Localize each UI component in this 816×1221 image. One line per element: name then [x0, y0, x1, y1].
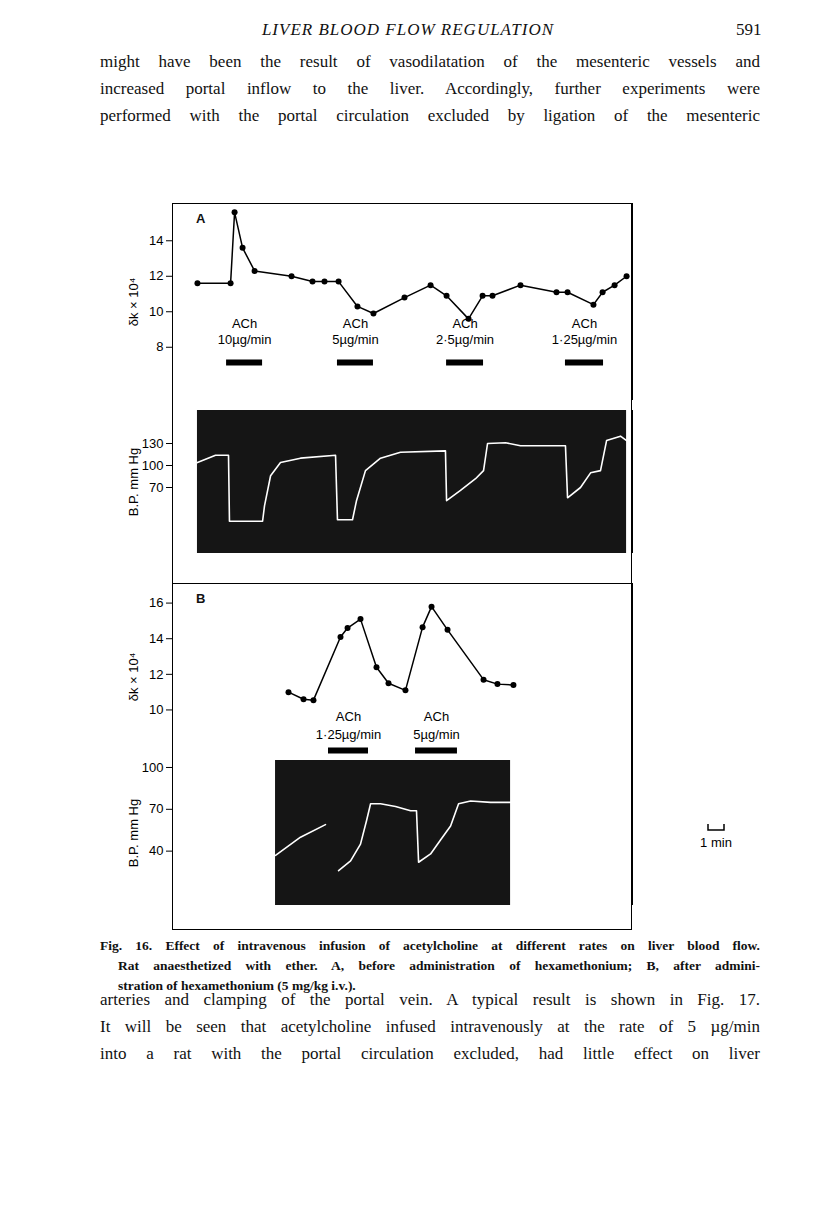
svg-text:B.P. mm Hg: B.P. mm Hg [126, 448, 141, 516]
svg-text:ACh: ACh [452, 316, 477, 331]
svg-text:70: 70 [149, 801, 163, 816]
svg-text:5µg/min: 5µg/min [332, 332, 379, 347]
svg-text:2·5µg/min: 2·5µg/min [436, 332, 494, 347]
svg-text:ACh: ACh [336, 709, 361, 724]
svg-text:8: 8 [156, 339, 163, 354]
svg-text:70: 70 [149, 480, 163, 495]
html-text:might have been the result of: might have been the result of vasodilata… [100, 52, 760, 71]
svg-text:10: 10 [149, 702, 163, 717]
html-text:Fig. 16. Effect of intravenous: Fig. 16. Effect of intravenous infusion … [100, 938, 760, 953]
svg-text:B.P. mm Hg: B.P. mm Hg [126, 799, 141, 867]
svg-text:10: 10 [149, 304, 163, 319]
svg-text:10µg/min: 10µg/min [218, 332, 272, 347]
html-text:arteries and clamping of the p: arteries and clamping of the portal vein… [100, 990, 760, 1009]
svg-text:ACh: ACh [424, 709, 449, 724]
svg-text:ACh: ACh [232, 316, 257, 331]
html-text:It will be seen that acetylcho: It will be seen that acetylcholine infus… [100, 1017, 760, 1036]
svg-text:1·25µg/min: 1·25µg/min [316, 727, 381, 742]
html-text:591: 591 [736, 20, 762, 39]
html-text:A: A [196, 211, 206, 226]
html-text:stration of hexamethonium (5 m: stration of hexamethonium (5 mg/kg i.v.)… [118, 978, 356, 993]
svg-text:1 min: 1 min [700, 835, 732, 850]
svg-text:100: 100 [142, 458, 164, 473]
html-text:B: B [196, 591, 206, 606]
html-text:into a rat with the portal cir: into a rat with the portal circulation e… [100, 1044, 760, 1063]
html-text:Rat anaesthetized with ether.: Rat anaesthetized with ether. A, before … [118, 958, 760, 973]
html-text:performed with the portal circ: performed with the portal circulation ex… [100, 106, 760, 125]
svg-text:δk × 10⁴: δk × 10⁴ [126, 653, 141, 702]
svg-text:40: 40 [149, 843, 163, 858]
svg-text:130: 130 [142, 436, 164, 451]
svg-text:12: 12 [149, 268, 163, 283]
svg-text:16: 16 [149, 595, 163, 610]
svg-text:14: 14 [149, 631, 163, 646]
svg-text:ACh: ACh [343, 316, 368, 331]
html-text:LIVER BLOOD FLOW REGULATION: LIVER BLOOD FLOW REGULATION [261, 20, 555, 39]
svg-text:δk × 10⁴: δk × 10⁴ [126, 278, 141, 327]
svg-text:12: 12 [149, 666, 163, 681]
svg-text:ACh: ACh [572, 316, 597, 331]
svg-text:14: 14 [149, 233, 163, 248]
svg-text:100: 100 [142, 760, 164, 775]
html-text:increased portal inflow to the: increased portal inflow to the liver. Ac… [100, 79, 760, 98]
svg-text:1·25µg/min: 1·25µg/min [552, 332, 617, 347]
svg-text:5µg/min: 5µg/min [413, 727, 460, 742]
